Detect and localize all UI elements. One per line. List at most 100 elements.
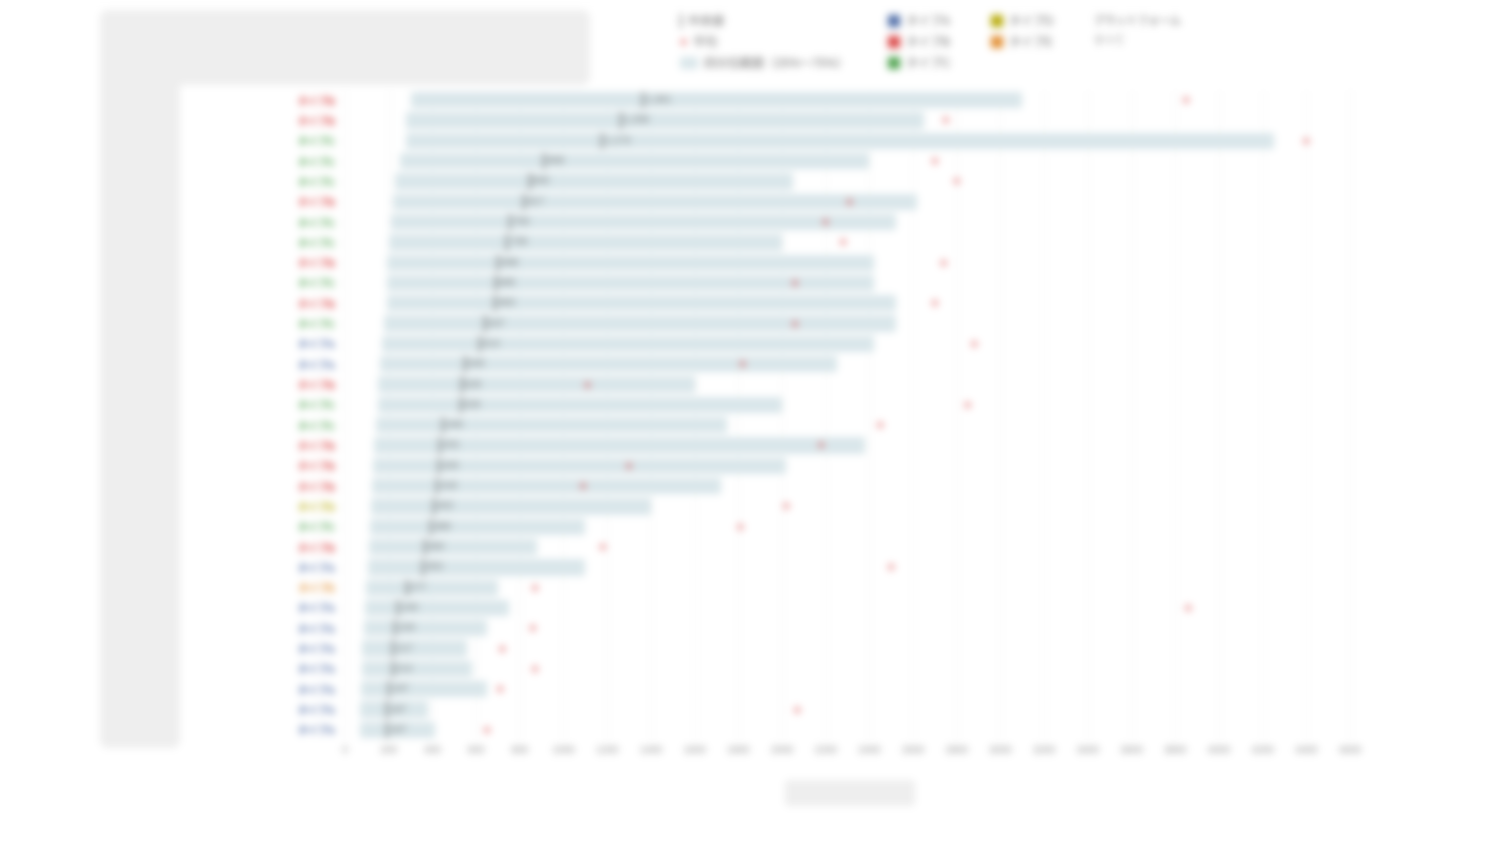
- chart-row[interactable]: タイプB426×: [180, 456, 1350, 476]
- type-swatch-icon: [991, 15, 1003, 27]
- mean-marker: ×: [840, 235, 847, 249]
- row-type-label: タイプB: [298, 540, 335, 555]
- chart-row[interactable]: タイプB817×: [180, 192, 1350, 212]
- type-swatch-icon: [888, 15, 900, 27]
- row-type-label: タイプC: [298, 215, 335, 230]
- row-label-area: タイプA: [180, 598, 345, 618]
- row-type-label: タイプA: [298, 641, 335, 656]
- chart-row[interactable]: タイプA 197×: [180, 679, 1350, 699]
- row-type-label: タイプB: [298, 296, 335, 311]
- chart-row[interactable]: タイプA353×: [180, 557, 1350, 577]
- row-label-area: タイプB: [180, 192, 345, 212]
- iqr-bar: [378, 397, 782, 413]
- chart-row[interactable]: タイプC685×: [180, 273, 1350, 293]
- median-value-label: 1,258: [624, 115, 649, 126]
- row-bar-area: 908×: [345, 152, 1350, 170]
- chart-row[interactable]: タイプA187×: [180, 699, 1350, 719]
- row-type-label: タイプC: [298, 174, 335, 189]
- chart-row[interactable]: タイプC739×: [180, 232, 1350, 252]
- median-line: [430, 519, 432, 535]
- median-line: [392, 640, 394, 656]
- chart-row[interactable]: タイプC908×: [180, 151, 1350, 171]
- row-bar-area: 240×: [345, 599, 1350, 617]
- iqr-bar: [370, 519, 585, 535]
- filter-value[interactable]: すべて: [1093, 32, 1181, 48]
- iqr-bar: [369, 539, 537, 555]
- legend-type-item[interactable]: タイプB: [888, 33, 951, 50]
- median-value-label: 698: [501, 257, 518, 268]
- chart-row[interactable]: タイプB 360×: [180, 537, 1350, 557]
- x-tick-label: 3600: [1120, 745, 1142, 756]
- chart-row[interactable]: タイプA545×: [180, 354, 1350, 374]
- median-line: [601, 133, 603, 149]
- median-line: [506, 234, 508, 250]
- legend-median-label: 中央値: [688, 12, 724, 29]
- median-value-label: 197: [392, 684, 409, 695]
- chart-row[interactable]: タイプD402×: [180, 496, 1350, 516]
- legend-type-col-2: タイプD タイプE: [991, 12, 1054, 71]
- iqr-bar: [368, 559, 585, 575]
- legend-type-item[interactable]: タイプA: [888, 12, 951, 29]
- x-tick-label: 1400: [640, 745, 662, 756]
- chart-row[interactable]: タイプA614×: [180, 334, 1350, 354]
- row-bar-area: 360×: [345, 538, 1350, 556]
- chart-row[interactable]: タイプA217×: [180, 638, 1350, 658]
- median-line: [392, 661, 394, 677]
- chart-row[interactable]: タイプB1,258×: [180, 110, 1350, 130]
- mean-marker: ×: [532, 581, 539, 595]
- row-bar-area: 698×: [345, 254, 1350, 272]
- row-bar-area: 277×: [345, 579, 1350, 597]
- row-bar-area: 389×: [345, 518, 1350, 536]
- x-tick-label: 4000: [1208, 745, 1230, 756]
- median-line: [484, 315, 486, 331]
- chart-row[interactable]: タイプB698×: [180, 253, 1350, 273]
- x-tick-label: 3800: [1164, 745, 1186, 756]
- chart-row[interactable]: タイプA187×: [180, 720, 1350, 740]
- row-type-label: タイプB: [298, 377, 335, 392]
- chart-row[interactable]: タイプC526×: [180, 395, 1350, 415]
- row-bar-area: 197×: [345, 680, 1350, 698]
- x-tick-label: 2600: [902, 745, 924, 756]
- chart-row[interactable]: タイプA226×: [180, 618, 1350, 638]
- row-type-label: タイプC: [298, 235, 335, 250]
- legend-type-item[interactable]: タイプC: [888, 54, 951, 71]
- row-type-label: タイプB: [298, 113, 335, 128]
- row-label-area: タイプB: [180, 476, 345, 496]
- row-type-label: タイプB: [298, 479, 335, 494]
- chart-row[interactable]: タイプC750×: [180, 212, 1350, 232]
- median-value-label: 240: [401, 602, 418, 613]
- row-label-area: タイプB: [180, 110, 345, 130]
- row-type-label: タイプA: [298, 682, 335, 697]
- chart-row[interactable]: タイプC637×: [180, 313, 1350, 333]
- row-label-area: タイプC: [180, 232, 345, 252]
- mean-marker: ×: [739, 357, 746, 371]
- median-value-label: 187: [390, 704, 407, 715]
- median-line: [509, 214, 511, 230]
- chart-row[interactable]: タイプB683×: [180, 293, 1350, 313]
- row-bar-area: 637×: [345, 314, 1350, 332]
- chart-row[interactable]: タイプA214×: [180, 659, 1350, 679]
- row-label-area: タイプC: [180, 273, 345, 293]
- chart-area: 0200400600800100012001400160018002000220…: [180, 90, 1350, 740]
- row-label-area: タイプA: [180, 679, 345, 699]
- chart-row[interactable]: タイプC446×: [180, 415, 1350, 435]
- chart-row[interactable]: タイプB431×: [180, 435, 1350, 455]
- median-line: [461, 376, 463, 392]
- x-tick-label: 1000: [552, 745, 574, 756]
- chart-row[interactable]: タイプC840×: [180, 171, 1350, 191]
- iqr-bar: [376, 417, 728, 433]
- iqr-bar: [382, 336, 874, 352]
- median-value-label: 360: [428, 542, 445, 553]
- row-type-label: タイプC: [298, 133, 335, 148]
- chart-row[interactable]: タイプB418×: [180, 476, 1350, 496]
- x-tick-label: 1600: [683, 745, 705, 756]
- legend-type-item[interactable]: タイプE: [991, 33, 1054, 50]
- iqr-bar: [406, 112, 924, 128]
- chart-row[interactable]: タイプB1,361×: [180, 90, 1350, 110]
- chart-row[interactable]: タイプC389×: [180, 517, 1350, 537]
- chart-row[interactable]: タイプB529×: [180, 374, 1350, 394]
- chart-row[interactable]: タイプE277×: [180, 578, 1350, 598]
- legend-type-item[interactable]: タイプD: [991, 12, 1054, 29]
- chart-row[interactable]: タイプA240×: [180, 598, 1350, 618]
- chart-row[interactable]: タイプC1,173×: [180, 131, 1350, 151]
